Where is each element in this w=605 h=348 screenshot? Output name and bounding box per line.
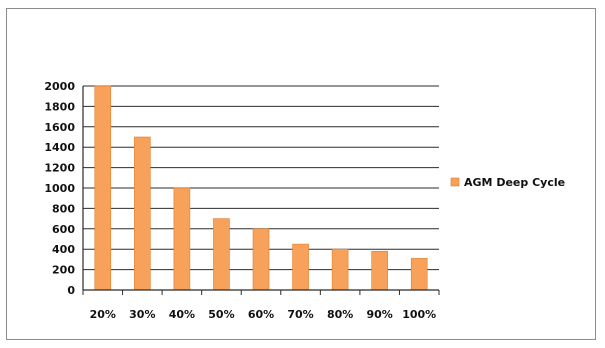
bar-60% bbox=[252, 228, 270, 291]
bar-30% bbox=[134, 136, 151, 291]
y-tick-label: 800 bbox=[52, 202, 75, 215]
x-tick-label: 90% bbox=[366, 308, 392, 321]
legend: AGM Deep Cycle bbox=[450, 176, 565, 189]
y-tick-label: 1600 bbox=[44, 121, 75, 134]
x-tick-label: 30% bbox=[129, 308, 155, 321]
x-tick-label: 20% bbox=[90, 308, 116, 321]
y-tick-label: 200 bbox=[52, 264, 75, 277]
x-tick-label: 60% bbox=[248, 308, 274, 321]
legend-label: AGM Deep Cycle bbox=[464, 176, 565, 189]
y-tick-label: 2000 bbox=[44, 80, 75, 93]
x-axis-ticks: 20% 30% 40% 50% 60% 70% 80% 90% 100% bbox=[90, 308, 437, 321]
axes bbox=[82, 86, 440, 295]
bar-50% bbox=[213, 218, 230, 291]
x-tick-label: 100% bbox=[402, 308, 436, 321]
y-tick-label: 600 bbox=[52, 223, 75, 236]
bars bbox=[94, 85, 428, 291]
bar-80% bbox=[331, 248, 349, 291]
bar-70% bbox=[292, 243, 309, 291]
y-tick-label: 1200 bbox=[44, 162, 75, 175]
bar-100% bbox=[410, 258, 428, 291]
chart-frame: 0 200 400 600 800 1000 1200 1400 1600 1800 2000 20… bbox=[6, 8, 596, 340]
x-tick-label: 40% bbox=[169, 308, 195, 321]
x-tick-label: 70% bbox=[287, 308, 313, 321]
y-tick-label: 1400 bbox=[44, 141, 75, 154]
bar-90% bbox=[371, 250, 388, 291]
y-tick-label: 0 bbox=[67, 284, 75, 297]
bar-chart: 0 200 400 600 800 1000 1200 1400 1600 1800 2000 20… bbox=[44, 80, 565, 321]
x-tick-label: 80% bbox=[327, 308, 353, 321]
y-axis-ticks: 0 200 400 600 800 1000 1200 1400 1600 1800 2000 bbox=[44, 80, 75, 297]
y-tick-label: 1000 bbox=[44, 182, 75, 195]
y-tick-label: 400 bbox=[52, 243, 75, 256]
bar-40% bbox=[173, 187, 191, 291]
y-tick-label: 1800 bbox=[44, 100, 75, 113]
legend-swatch bbox=[450, 177, 460, 187]
x-tick-label: 50% bbox=[208, 308, 234, 321]
bar-20% bbox=[94, 85, 112, 291]
